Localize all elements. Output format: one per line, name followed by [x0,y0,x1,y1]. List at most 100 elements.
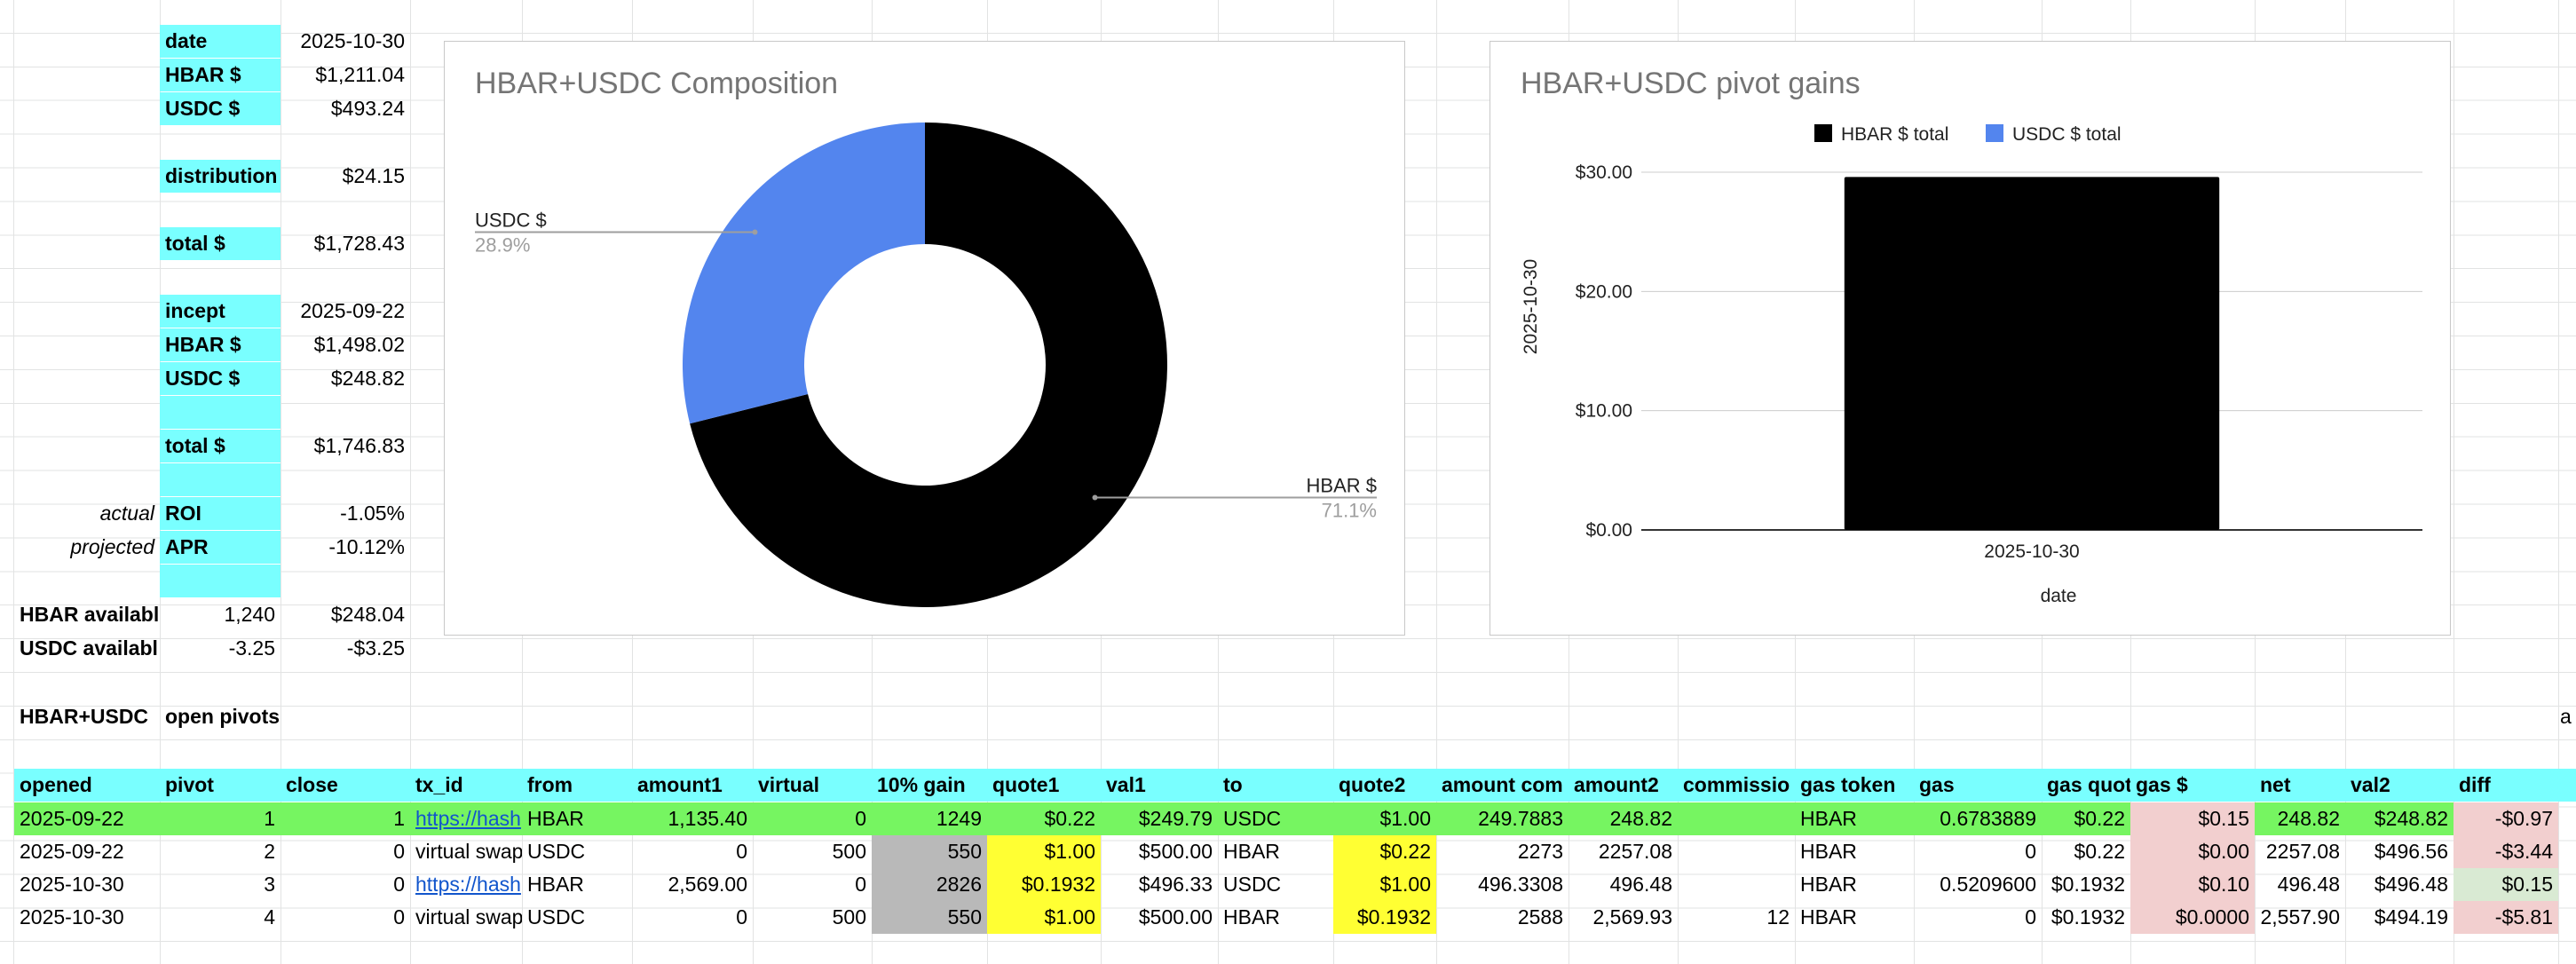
summary-label[interactable]: incept [160,295,281,328]
header-gas-quot[interactable]: gas quot [2042,769,2130,802]
table-cell[interactable]: 2025-09-22 [14,802,160,835]
table-cell[interactable]: HBAR [1223,840,1280,863]
summary-label[interactable]: date [160,25,281,58]
header-gas[interactable]: gas [1914,769,2042,802]
table-cell[interactable]: 0.6783889 [1914,802,2042,835]
table-cell[interactable]: 2025-10-30 [20,905,124,928]
header-to[interactable]: to [1218,769,1333,802]
header-opened[interactable]: opened [14,769,160,802]
summary-value[interactable]: $24.15 [342,164,405,187]
table-cell[interactable]: $0.10 [2130,868,2255,901]
summary-empty-cell[interactable] [160,463,281,496]
hbar-available-qty[interactable]: 1,240 [224,603,275,626]
header-amount2[interactable]: amount2 [1569,769,1678,802]
table-cell[interactable]: 2025-10-30 [20,873,124,896]
table-cell[interactable]: https://hash [410,802,522,835]
table-cell[interactable]: $0.22 [2042,802,2130,835]
legend-swatch[interactable] [1986,124,2003,142]
table-cell[interactable]: 0 [393,840,405,863]
header-10-gain[interactable]: 10% gain [872,769,987,802]
table-cell[interactable]: HBAR [1800,905,1857,928]
table-cell[interactable]: $0.15 [2454,868,2558,901]
table-cell[interactable]: 2,569.93 [1592,905,1672,928]
table-cell[interactable]: 0 [393,873,405,896]
table-cell[interactable]: $0.0000 [2130,901,2255,934]
table-cell[interactable]: $0.00 [2130,835,2255,868]
table-cell[interactable]: 12 [1766,905,1790,928]
summary-empty-cell[interactable] [160,396,281,429]
header-quote2[interactable]: quote2 [1333,769,1436,802]
table-cell[interactable]: -$5.81 [2454,901,2558,934]
table-cell[interactable]: $0.1932 [987,868,1101,901]
table-cell[interactable]: HBAR [1795,802,1914,835]
header-commissio[interactable]: commissio [1678,769,1795,802]
roi-label[interactable]: ROI [160,497,281,530]
table-cell[interactable] [1678,802,1795,835]
apr-value[interactable]: -10.12% [328,535,405,558]
table-cell[interactable]: 2,569.00 [668,873,747,896]
table-cell[interactable]: $0.22 [987,802,1101,835]
table-cell[interactable]: 248.82 [1569,802,1678,835]
pivot-gains-chart[interactable]: HBAR+USDC pivot gains HBAR $ total USDC $… [1489,41,2451,636]
table-cell[interactable]: 496.48 [1609,873,1672,896]
table-cell[interactable]: 500 [832,840,866,863]
summary-label[interactable]: USDC $ [160,362,281,395]
table-cell[interactable]: 0.5209600 [1940,873,2036,896]
table-cell[interactable]: 0 [2025,905,2036,928]
legend-label[interactable]: USDC $ total [2012,124,2122,145]
table-cell[interactable]: -$0.97 [2454,802,2558,835]
summary-label[interactable]: total $ [160,227,281,260]
summary-value[interactable]: $1,746.83 [313,434,405,457]
table-cell[interactable]: $500.00 [1138,905,1213,928]
header-gas-[interactable]: gas $ [2130,769,2255,802]
table-cell[interactable]: 1249 [872,802,987,835]
table-cell[interactable]: $1.00 [1333,868,1436,901]
hbar-available-label[interactable]: HBAR availabl [20,603,160,626]
table-cell[interactable]: USDC [1218,802,1333,835]
table-cell[interactable]: 0 [753,802,872,835]
composition-chart[interactable]: HBAR+USDC Composition HBAR $ 71.1% USDC $2… [444,41,1405,636]
header-overflow[interactable] [2558,769,2576,802]
table-cell[interactable]: 550 [872,835,987,868]
table-cell[interactable]: virtual swap [415,840,522,863]
table-cell[interactable]: 2257.08 [1598,840,1672,863]
table-cell[interactable]: 2826 [872,868,987,901]
summary-empty-cell[interactable] [160,565,281,597]
header-val2[interactable]: val2 [2345,769,2454,802]
table-cell[interactable]: 1,135.40 [632,802,753,835]
table-cell[interactable]: 248.82 [2255,802,2345,835]
table-cell[interactable]: $0.1932 [2051,873,2125,896]
table-cell[interactable]: 0 [736,905,747,928]
table-cell[interactable]: 0 [393,905,405,928]
header-pivot[interactable]: pivot [160,769,281,802]
table-cell[interactable]: $0.22 [2074,840,2125,863]
table-cell[interactable]: HBAR [527,873,584,896]
table-cell[interactable]: 2,557.90 [2260,905,2340,928]
usdc-available-qty[interactable]: -3.25 [228,636,275,660]
section-label[interactable]: open pivots [165,705,281,728]
summary-value[interactable]: $1,498.02 [313,333,405,356]
header-from[interactable]: from [522,769,632,802]
header-net[interactable]: net [2255,769,2345,802]
table-cell[interactable]: 0 [855,873,866,896]
table-cell[interactable]: 2 [264,840,275,863]
table-cell[interactable]: 249.7883 [1436,802,1569,835]
roi-value[interactable]: -1.05% [340,502,405,525]
header-close[interactable]: close [281,769,410,802]
apr-label[interactable]: APR [160,531,281,564]
header-tx-id[interactable]: tx_id [410,769,522,802]
summary-label[interactable]: HBAR $ [160,328,281,361]
bar-hbar-total[interactable] [1844,177,2220,530]
roi-prefix[interactable]: actual [99,502,154,525]
table-cell[interactable]: 4 [264,905,275,928]
table-cell[interactable]: USDC [527,840,586,863]
header-diff[interactable]: diff [2454,769,2558,802]
table-cell[interactable]: 500 [832,905,866,928]
usdc-available-label[interactable]: USDC availabl [20,636,158,660]
pair-label[interactable]: HBAR+USDC [20,705,149,728]
table-cell[interactable]: 1 [160,802,281,835]
summary-label[interactable]: HBAR $ [160,59,281,91]
donut-slice-hbar[interactable] [690,122,1167,607]
table-cell[interactable]: virtual swap [415,905,522,928]
table-cell[interactable]: 496.48 [2277,873,2340,896]
